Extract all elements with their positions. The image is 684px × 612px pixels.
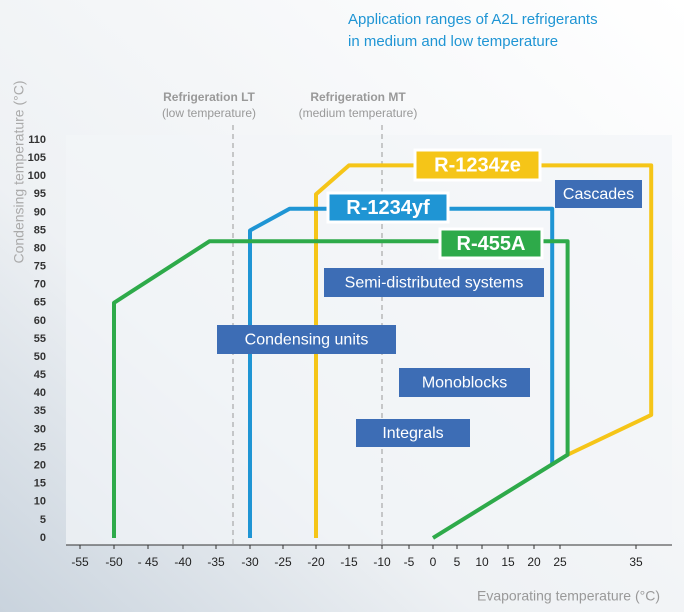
reference-note: (medium temperature) bbox=[299, 106, 418, 120]
y-tick-label: 45 bbox=[34, 369, 46, 381]
x-tick-label: 15 bbox=[501, 555, 515, 569]
region-box bbox=[356, 419, 470, 447]
y-tick-label: 80 bbox=[34, 242, 46, 254]
reference-label: Refrigeration LT bbox=[163, 90, 255, 104]
reference-label: Refrigeration MT bbox=[310, 90, 406, 104]
x-tick-label: - 45 bbox=[138, 555, 159, 569]
y-tick-label: 20 bbox=[34, 460, 46, 472]
y-tick-label: 95 bbox=[34, 188, 46, 200]
x-tick-label: -30 bbox=[241, 555, 259, 569]
y-tick-label: 15 bbox=[34, 478, 46, 490]
x-tick-label: -20 bbox=[307, 555, 325, 569]
x-tick-label: 5 bbox=[454, 555, 461, 569]
y-tick-label: 100 bbox=[28, 170, 46, 182]
chart-title: in medium and low temperature bbox=[348, 33, 558, 50]
y-tick-label: 75 bbox=[34, 261, 46, 273]
y-tick-label: 25 bbox=[34, 441, 46, 453]
region-box bbox=[555, 180, 642, 208]
legend-label: R-1234yf bbox=[346, 197, 430, 219]
y-tick-label: 55 bbox=[34, 333, 46, 345]
x-tick-label: 0 bbox=[430, 555, 437, 569]
region-label: Monoblocks bbox=[422, 375, 507, 392]
y-tick-label: 35 bbox=[34, 405, 46, 417]
legend-label: R-455A bbox=[457, 233, 526, 255]
region-box bbox=[399, 368, 530, 397]
y-tick-label: 40 bbox=[34, 387, 46, 399]
region-label: Condensing units bbox=[245, 332, 369, 349]
x-tick-label: -10 bbox=[373, 555, 391, 569]
x-tick-label: -40 bbox=[174, 555, 192, 569]
region-label: Cascades bbox=[563, 186, 634, 203]
y-tick-label: 50 bbox=[34, 351, 46, 363]
legend-badge bbox=[413, 148, 542, 182]
x-tick-label: 25 bbox=[553, 555, 567, 569]
x-tick-label: -15 bbox=[340, 555, 358, 569]
legend-label: R-1234ze bbox=[434, 154, 521, 176]
y-tick-label: 90 bbox=[34, 206, 46, 218]
y-tick-label: 5 bbox=[40, 514, 46, 526]
x-tick-label: -55 bbox=[71, 555, 89, 569]
x-axis-label: Evaporating temperature (°C) bbox=[477, 588, 660, 604]
region-box bbox=[324, 268, 544, 297]
x-tick-label: 10 bbox=[475, 555, 489, 569]
region-box bbox=[217, 325, 396, 354]
region-label: Semi-distributed systems bbox=[345, 275, 524, 292]
legend-badge bbox=[326, 191, 450, 224]
legend-badge bbox=[438, 227, 544, 260]
y-tick-label: 85 bbox=[34, 224, 46, 236]
reference-note: (low temperature) bbox=[162, 106, 256, 120]
y-tick-label: 105 bbox=[28, 152, 46, 164]
y-tick-label: 0 bbox=[40, 532, 46, 544]
x-tick-label: 20 bbox=[527, 555, 541, 569]
x-tick-label: -35 bbox=[207, 555, 225, 569]
y-axis-label: Condensing temperature (°C) bbox=[11, 80, 27, 263]
x-tick-label: 35 bbox=[629, 555, 643, 569]
x-tick-label: -5 bbox=[404, 555, 415, 569]
y-tick-label: 10 bbox=[34, 496, 46, 508]
envelope-line bbox=[112, 239, 570, 540]
x-tick-label: -50 bbox=[105, 555, 123, 569]
x-tick-label: -25 bbox=[274, 555, 292, 569]
y-tick-label: 30 bbox=[34, 423, 46, 435]
region-label: Integrals bbox=[382, 425, 443, 442]
y-tick-label: 70 bbox=[34, 279, 46, 291]
chart-title: Application ranges of A2L refrigerants bbox=[348, 11, 598, 28]
y-tick-label: 65 bbox=[34, 297, 46, 309]
y-tick-label: 60 bbox=[34, 315, 46, 327]
y-tick-label: 110 bbox=[28, 134, 46, 146]
